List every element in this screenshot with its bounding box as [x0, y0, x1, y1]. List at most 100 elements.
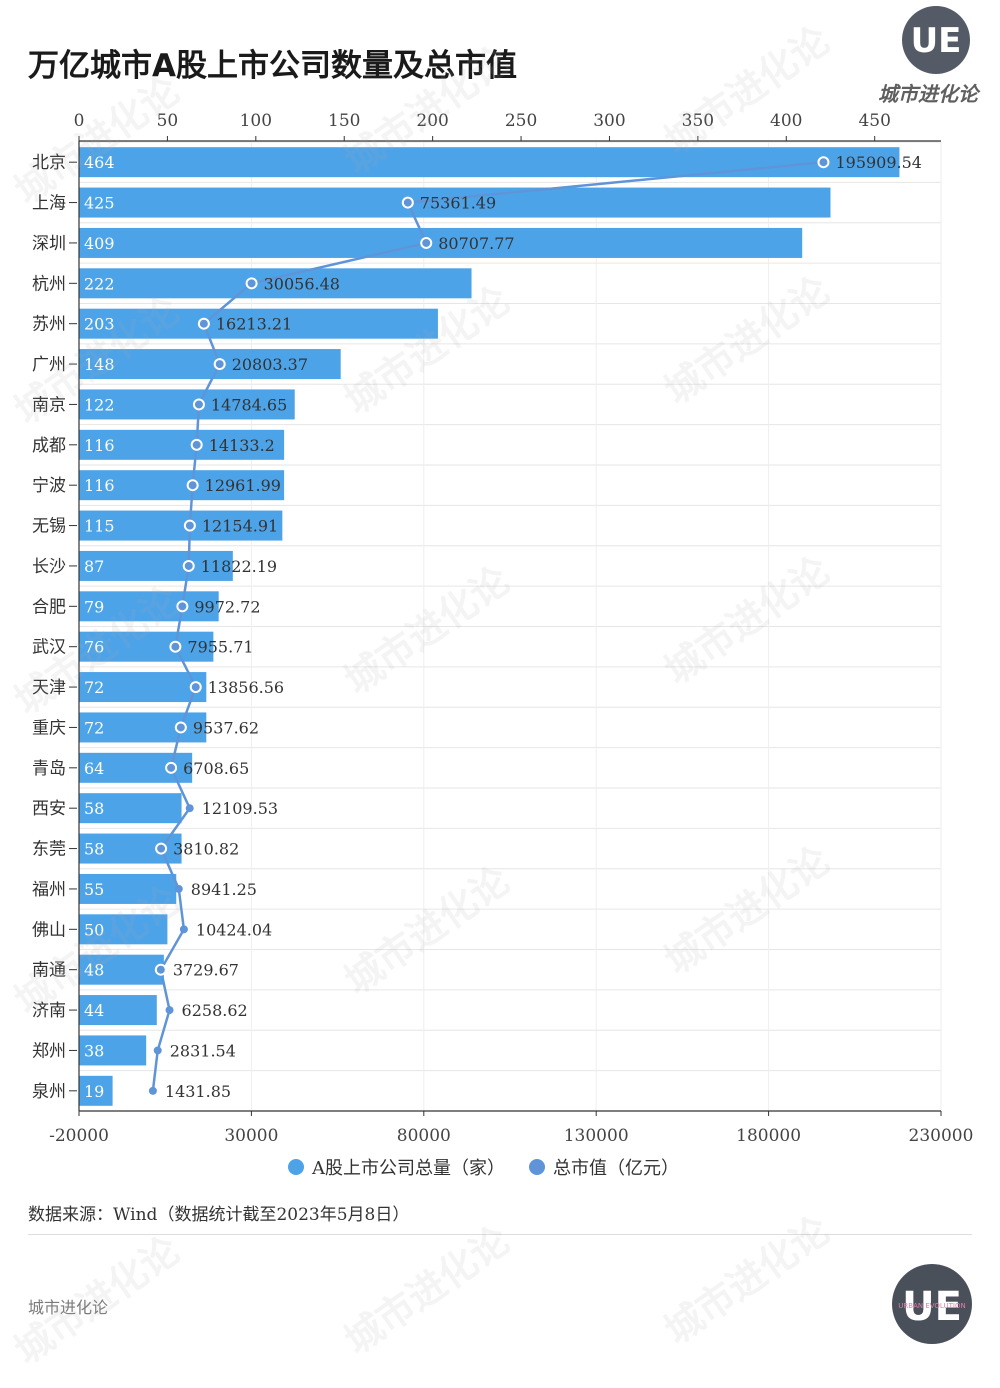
market-value-point [165, 761, 178, 774]
market-value-point [174, 721, 187, 734]
category-label: 南通 [32, 961, 66, 981]
bar [79, 227, 803, 258]
category-label: 苏州 [32, 315, 66, 335]
market-value-label: 6708.65 [183, 759, 249, 778]
top-axis-tick-label: 100 [240, 111, 272, 131]
market-value-point [197, 317, 210, 330]
market-value-point [148, 1086, 157, 1095]
bar-value-label: 58 [84, 799, 104, 818]
bar [79, 349, 341, 380]
market-value-point [182, 559, 195, 572]
bar-value-label: 222 [84, 274, 115, 293]
market-value-label: 9537.62 [193, 718, 259, 737]
axes: 0 50 100 150 200 250 300 350 400 450 -20000 30000 80… [32, 111, 973, 1146]
chart: 464 425 409 222 203 148 122 116 116 115 87 79 76 72 72… [32, 111, 973, 1146]
market-value-label: 12109.53 [202, 799, 278, 818]
category-label: 武汉 [32, 638, 66, 658]
bar [79, 187, 831, 218]
market-value-point [401, 196, 414, 209]
bar-value-label: 425 [84, 194, 115, 213]
market-value-point [153, 1046, 162, 1055]
bar [79, 389, 295, 420]
bar [79, 1075, 113, 1106]
bar [79, 268, 472, 299]
bar [79, 995, 157, 1026]
top-axis-tick-label: 150 [328, 111, 360, 131]
top-axis-tick-label: 350 [682, 111, 714, 131]
market-value-point [189, 681, 202, 694]
market-value-point [155, 842, 168, 855]
brand-logo-text: UE [911, 21, 962, 61]
bar-value-label: 79 [84, 597, 104, 616]
bar-value-label: 38 [84, 1041, 104, 1060]
bar [79, 308, 438, 339]
market-value-point [190, 438, 203, 451]
legend-item-count: A股上市公司总量（家） [288, 1154, 505, 1180]
bar-value-label: 464 [84, 153, 115, 172]
top-axis-tick-label: 50 [157, 111, 179, 131]
source-note: 数据来源：Wind（数据统计截至2023年5月8日） [28, 1205, 410, 1225]
category-label: 成都 [32, 436, 66, 456]
market-value-label: 80707.77 [438, 234, 514, 253]
top-axis-tick-label: 300 [593, 111, 625, 131]
bar-value-label: 44 [84, 1001, 104, 1020]
category-label: 北京 [32, 153, 66, 173]
category-label: 南京 [32, 395, 66, 415]
bar-value-label: 50 [84, 920, 104, 939]
bottom-axis-tick-label: 30000 [224, 1126, 278, 1146]
top-axis-tick-label: 400 [770, 111, 802, 131]
market-value-point [185, 804, 194, 813]
top-axis-tick-label: 200 [416, 111, 448, 131]
bar-value-label: 116 [84, 476, 115, 495]
legend-label-count: A股上市公司总量（家） [312, 1158, 505, 1179]
category-label: 合肥 [32, 597, 66, 617]
market-value-label: 3729.67 [173, 961, 239, 980]
category-label: 广州 [32, 355, 66, 375]
category-label: 佛山 [32, 920, 66, 940]
market-value-label: 7955.71 [187, 638, 253, 657]
bar-value-label: 64 [84, 759, 104, 778]
bottom-axis-tick-label: 130000 [564, 1126, 629, 1146]
market-value-point [186, 479, 199, 492]
bar [79, 470, 285, 501]
page-title: 万亿城市A股上市公司数量及总市值 [28, 48, 517, 84]
category-label: 上海 [32, 194, 66, 214]
bar [79, 147, 900, 178]
watermark: 城市进化论 [656, 1207, 838, 1353]
category-label: 重庆 [32, 718, 66, 738]
bar-value-label: 76 [84, 638, 104, 657]
bar [79, 429, 285, 460]
market-value-label: 14133.2 [209, 436, 275, 455]
top-axis-tick-label: 450 [858, 111, 890, 131]
category-label: 深圳 [32, 234, 66, 254]
market-value-label: 14784.65 [211, 395, 287, 414]
market-value-point [169, 640, 182, 653]
line-series: 195909.54 75361.49 80707.77 30056.48 16213.2… [148, 153, 922, 1101]
category-label: 杭州 [32, 274, 66, 294]
bar-value-label: 148 [84, 355, 115, 374]
market-value-label: 3810.82 [173, 840, 239, 859]
legend-item-market-value: 总市值（亿元） [529, 1154, 679, 1180]
market-value-point [213, 358, 226, 371]
legend-dot-count [288, 1159, 304, 1175]
market-value-label: 195909.54 [835, 153, 922, 172]
category-label: 天津 [32, 678, 66, 698]
market-value-label: 10424.04 [196, 920, 272, 939]
brand-logo: UE [902, 6, 970, 74]
divider [28, 1234, 972, 1235]
market-value-point [420, 236, 433, 249]
bottom-axis-tick-label: 230000 [909, 1126, 974, 1146]
market-value-point [174, 884, 183, 893]
footer-brand: 城市进化论 [28, 1298, 109, 1317]
market-value-line [151, 160, 824, 1091]
legend-label-market-value: 总市值（亿元） [553, 1158, 679, 1179]
market-value-label: 11822.19 [201, 557, 277, 576]
legend: A股上市公司总量（家） 总市值（亿元） [288, 1154, 703, 1180]
category-label: 泉州 [32, 1082, 66, 1102]
bar-value-label: 72 [84, 718, 104, 737]
bar-value-label: 48 [84, 961, 104, 980]
bar-value-label: 19 [84, 1082, 104, 1101]
top-axis-tick-label: 0 [74, 111, 85, 131]
footer-logo-text: UE [902, 1284, 962, 1330]
category-label: 福州 [32, 880, 66, 900]
